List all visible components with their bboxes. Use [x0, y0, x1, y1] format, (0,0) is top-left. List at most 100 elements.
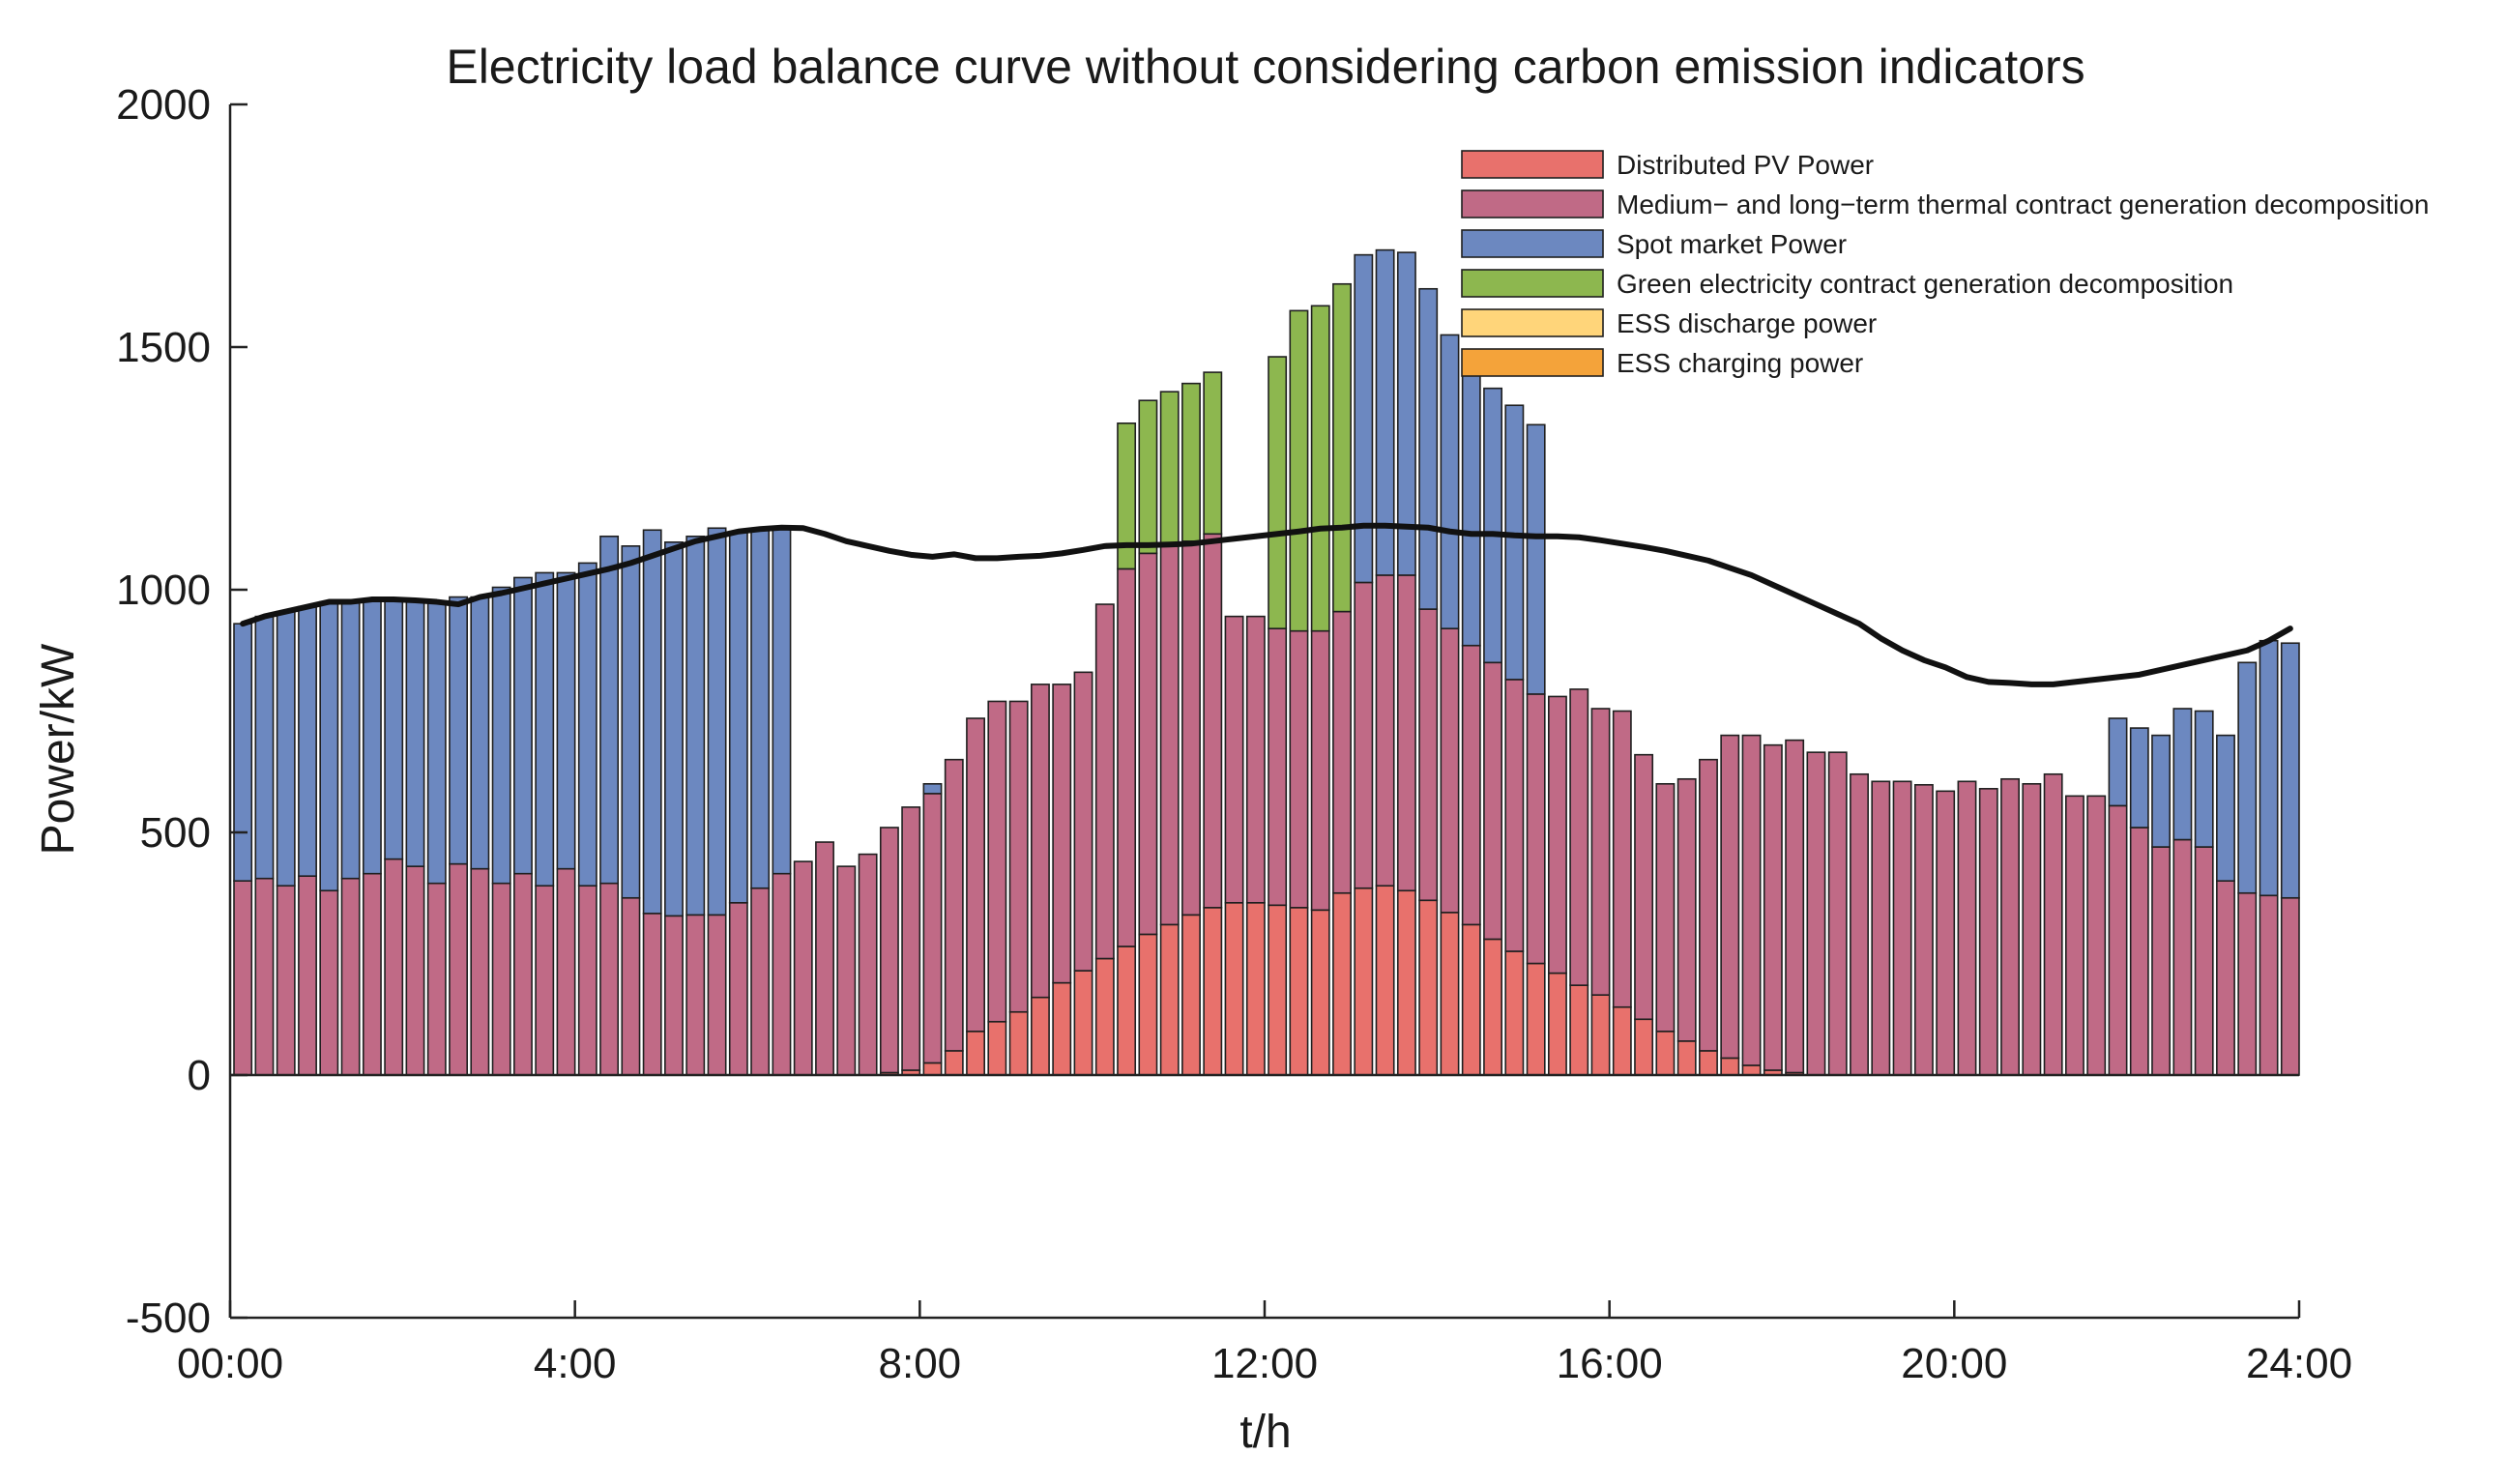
- thermal-bar-12: [491, 882, 511, 1076]
- thermal-bar-38: [1052, 684, 1072, 984]
- thermal-bar-32: [922, 793, 943, 1064]
- x-tick-label: 00:00: [177, 1340, 283, 1387]
- y-tick-label: 1500: [116, 324, 211, 371]
- thermal-bar-82: [2000, 777, 2020, 1076]
- pv-bar-66: [1655, 1031, 1676, 1076]
- pv-bar-39: [1073, 970, 1093, 1076]
- thermal-bar-19: [642, 913, 662, 1076]
- pv-bar-54: [1396, 889, 1416, 1076]
- thermal-bar-84: [2043, 772, 2063, 1076]
- thermal-bar-69: [1720, 734, 1740, 1060]
- legend-label-ess_discharge: ESS discharge power: [1617, 308, 1877, 338]
- thermal-bar-20: [664, 915, 684, 1076]
- thermal-bar-87: [2108, 804, 2128, 1076]
- pv-bar-53: [1375, 885, 1395, 1076]
- legend-swatch-ess_discharge: [1461, 308, 1604, 337]
- green-bar-49: [1289, 309, 1309, 632]
- thermal-bar-51: [1332, 610, 1352, 894]
- thermal-bar-7: [384, 858, 404, 1076]
- thermal-bar-22: [707, 914, 727, 1076]
- thermal-bar-8: [405, 865, 425, 1076]
- thermal-bar-86: [2086, 795, 2107, 1076]
- load-curve: [240, 522, 2293, 687]
- legend-label-ess_charging: ESS charging power: [1617, 348, 1863, 378]
- thermal-bar-47: [1245, 615, 1266, 904]
- spot-bar-92: [2216, 734, 2235, 882]
- spot-bar-8: [405, 599, 425, 867]
- spot-bar-57: [1461, 353, 1481, 647]
- pv-bar-55: [1418, 899, 1439, 1076]
- x-axis-label: t/h: [1239, 1407, 1291, 1458]
- chart-title: Electricity load balance curve without c…: [446, 40, 2084, 94]
- green-bar-41: [1117, 422, 1137, 570]
- pv-bar-57: [1461, 923, 1481, 1076]
- green-bar-51: [1332, 282, 1352, 613]
- spot-bar-10: [449, 596, 469, 865]
- pv-bar-51: [1332, 891, 1352, 1076]
- thermal-bar-26: [793, 860, 813, 1076]
- thermal-bar-59: [1504, 679, 1525, 952]
- legend-label-green: Green electricity contract generation de…: [1617, 269, 2233, 299]
- legend-swatch-pv: [1461, 150, 1604, 179]
- thermal-bar-45: [1203, 533, 1223, 909]
- thermal-bar-68: [1699, 758, 1718, 1052]
- pv-bar-47: [1245, 901, 1266, 1076]
- spot-bar-2: [276, 610, 296, 887]
- thermal-bar-10: [449, 862, 469, 1076]
- pv-bar-35: [987, 1020, 1007, 1076]
- legend: Distributed PV Power Medium− and long−ter…: [1461, 150, 2429, 378]
- pv-bar-32: [922, 1062, 943, 1076]
- spot-bar-1: [254, 615, 275, 880]
- thermal-bar-35: [987, 700, 1007, 1023]
- pv-bar-61: [1548, 972, 1567, 1076]
- legend-swatch-green: [1461, 269, 1604, 298]
- pv-bar-38: [1052, 981, 1072, 1076]
- y-tick-label: 1000: [116, 567, 211, 614]
- thermal-bar-23: [728, 901, 748, 1076]
- thermal-bar-83: [2022, 782, 2042, 1076]
- green-bar-42: [1138, 399, 1158, 555]
- y-axis-label: Power/kW: [33, 643, 84, 855]
- spot-bar-94: [2259, 639, 2279, 897]
- thermal-bar-72: [1785, 739, 1805, 1074]
- thermal-bar-79: [1936, 790, 1956, 1076]
- thermal-bar-92: [2216, 880, 2235, 1076]
- spot-bar-6: [362, 598, 382, 875]
- spot-bar-91: [2194, 710, 2214, 848]
- thermal-bar-30: [879, 827, 899, 1074]
- thermal-bar-70: [1741, 734, 1762, 1066]
- green-bar-44: [1181, 382, 1201, 542]
- thermal-bar-74: [1827, 751, 1848, 1076]
- thermal-bar-55: [1418, 608, 1439, 902]
- thermal-bar-48: [1268, 627, 1288, 907]
- spot-bar-32: [922, 782, 943, 795]
- thermal-bar-6: [362, 872, 382, 1076]
- thermal-bar-25: [772, 872, 792, 1076]
- pv-bar-58: [1483, 938, 1503, 1076]
- thermal-bar-24: [750, 887, 771, 1076]
- spot-bar-53: [1375, 248, 1395, 576]
- spot-bar-17: [599, 535, 620, 885]
- pv-bar-49: [1289, 907, 1309, 1076]
- pv-bar-56: [1440, 912, 1460, 1076]
- spot-bar-93: [2237, 661, 2258, 894]
- spot-bar-58: [1483, 387, 1503, 664]
- thermal-bar-13: [512, 872, 533, 1076]
- thermal-bar-67: [1676, 777, 1697, 1042]
- pv-bar-37: [1031, 996, 1050, 1076]
- spot-bar-14: [535, 571, 555, 887]
- x-tick-label: 24:00: [2246, 1340, 2352, 1387]
- pv-bar-60: [1526, 962, 1546, 1076]
- spot-bar-4: [319, 600, 339, 892]
- thermal-bar-61: [1548, 695, 1567, 975]
- pv-bar-69: [1720, 1057, 1740, 1076]
- y-tick-label: -500: [126, 1295, 211, 1342]
- pv-bar-65: [1634, 1018, 1654, 1076]
- legend-label-spot: Spot market Power: [1617, 229, 1847, 259]
- thermal-bar-36: [1008, 700, 1029, 1013]
- thermal-bar-77: [1892, 780, 1912, 1076]
- thermal-bar-37: [1031, 684, 1050, 999]
- thermal-bar-4: [319, 889, 339, 1076]
